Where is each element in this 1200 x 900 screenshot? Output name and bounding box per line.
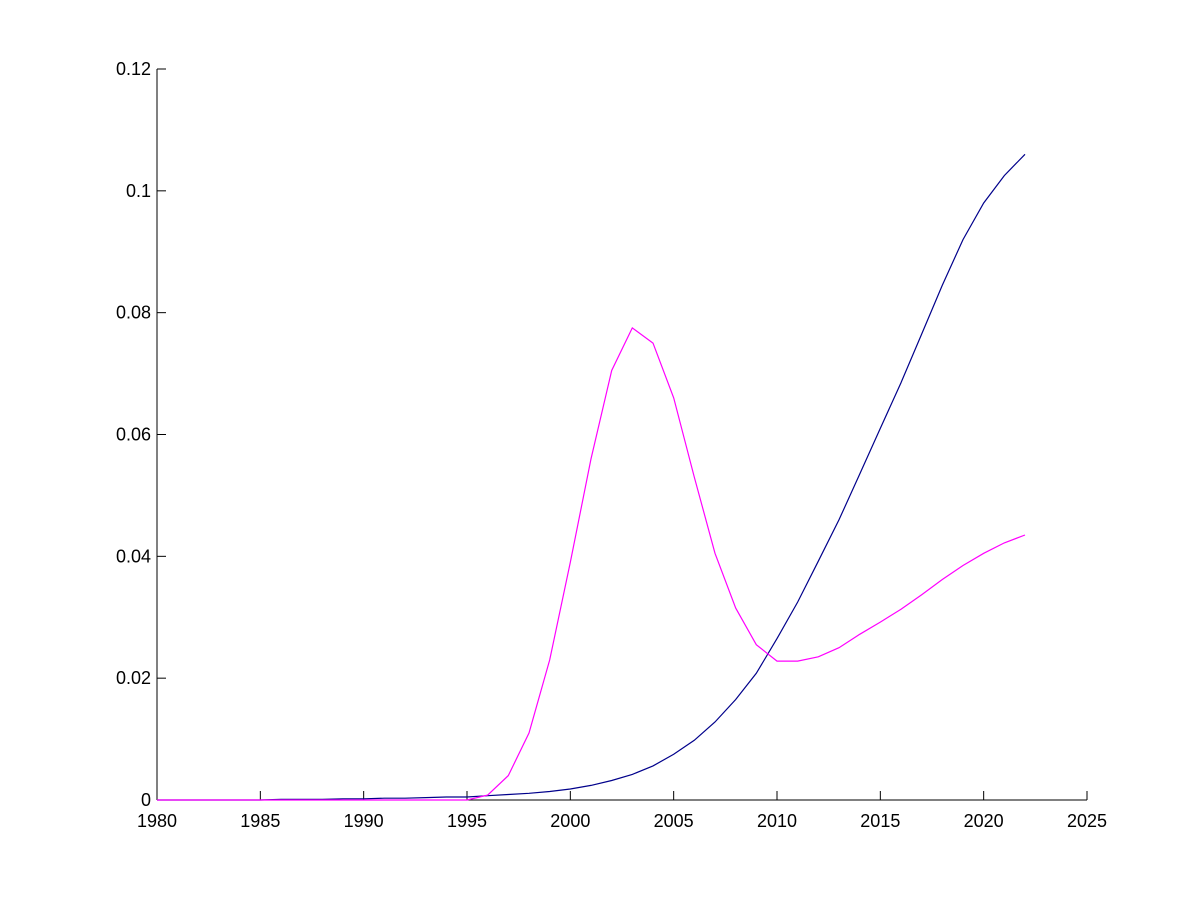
x-tick-label: 2005 bbox=[654, 811, 694, 831]
y-tick-label: 0.1 bbox=[126, 181, 151, 201]
y-tick-label: 0.12 bbox=[116, 59, 151, 79]
x-tick-label: 2020 bbox=[964, 811, 1004, 831]
x-tick-label: 1985 bbox=[240, 811, 280, 831]
x-tick-label: 2025 bbox=[1067, 811, 1107, 831]
x-tick-label: 2015 bbox=[860, 811, 900, 831]
y-tick-label: 0 bbox=[141, 790, 151, 810]
y-tick-label: 0.02 bbox=[116, 668, 151, 688]
x-tick-label: 1990 bbox=[344, 811, 384, 831]
y-tick-label: 0.04 bbox=[116, 546, 151, 566]
y-axis-ticks: 0 0.02 0.04 0.06 0.08 0.1 0.12 bbox=[116, 59, 166, 810]
series-line-1 bbox=[157, 153, 1026, 801]
x-tick-label: 1980 bbox=[137, 811, 177, 831]
series-line-2 bbox=[157, 326, 1026, 801]
x-axis-ticks: 1980 1985 1990 1995 2000 2005 2010 2015 2020 2025 bbox=[137, 791, 1107, 831]
series-lines bbox=[157, 153, 1026, 801]
x-tick-label: 2000 bbox=[550, 811, 590, 831]
x-tick-label: 1995 bbox=[447, 811, 487, 831]
x-tick-label: 2010 bbox=[757, 811, 797, 831]
y-tick-label: 0.08 bbox=[116, 303, 151, 323]
y-tick-label: 0.06 bbox=[116, 425, 151, 445]
axes bbox=[156, 69, 1087, 801]
